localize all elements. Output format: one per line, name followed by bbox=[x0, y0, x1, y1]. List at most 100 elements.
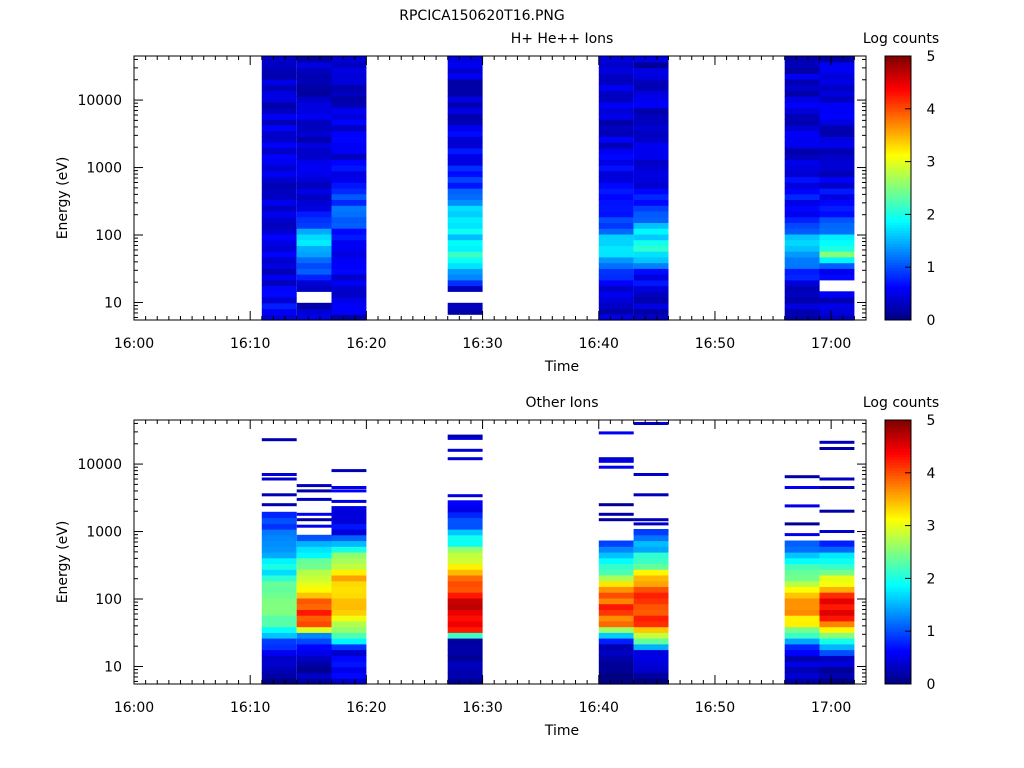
spectrogram-bin bbox=[819, 440, 855, 444]
spectrogram-bin bbox=[261, 159, 297, 166]
spectrogram-bin bbox=[261, 678, 297, 685]
spectrogram-bin bbox=[331, 205, 367, 212]
spectrogram-bin bbox=[633, 67, 669, 74]
spectrogram-bin bbox=[331, 130, 367, 137]
spectrogram-bin bbox=[784, 101, 820, 109]
spectrogram-bin bbox=[598, 182, 634, 189]
colorbar-swatch bbox=[885, 137, 911, 141]
colorbar-swatch bbox=[885, 230, 911, 234]
colorbar-swatch bbox=[885, 427, 911, 432]
colorbar-swatch bbox=[885, 92, 911, 97]
colorbar-swatch bbox=[885, 538, 911, 542]
spectrogram-bin bbox=[331, 107, 367, 114]
spectrogram-bin bbox=[331, 79, 367, 86]
spectrogram-bin bbox=[633, 153, 669, 160]
spectrogram-bin bbox=[296, 484, 332, 488]
spectrogram-bin bbox=[819, 626, 855, 633]
spectrogram-bin bbox=[331, 256, 367, 264]
colorbar-swatch bbox=[885, 507, 911, 511]
colorbar-swatch bbox=[885, 528, 911, 532]
colorbar-swatch bbox=[885, 623, 911, 627]
spectrogram-bin bbox=[296, 649, 332, 656]
colorbar-swatch bbox=[885, 612, 911, 616]
spectrogram-bin bbox=[819, 245, 855, 252]
spectrogram-bin bbox=[784, 170, 820, 178]
colorbar-swatch bbox=[885, 224, 911, 229]
spectrogram-bin bbox=[261, 268, 297, 275]
spectrogram-bin bbox=[447, 546, 483, 553]
spectrogram-bin bbox=[598, 512, 634, 516]
colorbar-swatch bbox=[885, 69, 911, 73]
spectrogram-bin bbox=[784, 575, 820, 582]
spectrogram-bin bbox=[819, 61, 855, 68]
spectrogram-bin bbox=[598, 73, 634, 80]
spectrogram-bin bbox=[296, 575, 332, 582]
spectrogram-column bbox=[598, 431, 634, 685]
spectrogram-bin bbox=[296, 603, 332, 610]
x-tick-label: 16:30 bbox=[462, 336, 502, 352]
spectrogram-bin bbox=[331, 233, 367, 241]
spectrogram-bin bbox=[598, 228, 634, 235]
x-axis-label: Time bbox=[544, 359, 579, 375]
spectrogram-column bbox=[633, 422, 669, 685]
spectrogram-bin bbox=[633, 643, 669, 651]
colorbar-swatch bbox=[885, 283, 911, 287]
colorbar-frame bbox=[884, 55, 912, 321]
spectrogram-bin bbox=[598, 431, 634, 435]
spectrogram-bin bbox=[296, 661, 332, 668]
spectrogram-bin bbox=[784, 586, 820, 593]
colorbar-swatch bbox=[885, 119, 911, 123]
spectrogram-bin bbox=[261, 199, 297, 206]
spectrogram-bin bbox=[296, 136, 332, 143]
spectrogram-bin bbox=[331, 268, 367, 275]
colorbar-swatch bbox=[885, 573, 911, 577]
spectrogram-bin bbox=[261, 222, 297, 229]
colorbar-swatch bbox=[885, 188, 911, 192]
spectrogram-bin bbox=[296, 73, 332, 80]
spectrogram-bin bbox=[296, 216, 332, 223]
spectrogram-bin bbox=[598, 170, 634, 178]
spectrogram-bin bbox=[296, 262, 332, 269]
colorbar-swatch bbox=[885, 267, 911, 271]
spectrogram-bin bbox=[784, 678, 820, 685]
spectrogram-bin bbox=[296, 308, 332, 315]
colorbar-swatch bbox=[885, 509, 911, 513]
spectrogram-bin bbox=[261, 438, 297, 442]
spectrogram-bin bbox=[296, 199, 332, 206]
spectrogram-bin bbox=[261, 655, 297, 662]
spectrogram-bin bbox=[598, 649, 634, 656]
spectrogram-bin bbox=[447, 302, 483, 310]
colorbar-swatch bbox=[885, 195, 911, 200]
spectrogram-bin bbox=[784, 569, 820, 576]
spectrogram-bin bbox=[819, 211, 855, 218]
spectrogram-bin bbox=[633, 205, 669, 212]
spectrogram-bin bbox=[331, 222, 367, 229]
colorbar-swatch bbox=[885, 100, 911, 105]
colorbar-swatch bbox=[885, 472, 911, 476]
colorbar-swatch bbox=[885, 269, 911, 273]
colorbar-tick-label: 4 bbox=[927, 102, 936, 118]
colorbar-swatch bbox=[885, 470, 911, 474]
spectrogram-bin bbox=[331, 308, 367, 315]
colorbar-swatch bbox=[885, 681, 911, 685]
colorbar-swatch bbox=[885, 657, 911, 661]
y-tick-label: 100 bbox=[95, 592, 122, 608]
spectrogram-bin bbox=[633, 199, 669, 206]
spectrogram-bin bbox=[784, 603, 820, 610]
colorbar-swatch bbox=[885, 74, 911, 78]
spectrogram-bin bbox=[331, 603, 367, 610]
colorbar-swatch bbox=[885, 243, 911, 247]
colorbar-swatch bbox=[885, 272, 911, 276]
spectrogram-bin bbox=[784, 56, 820, 63]
spectrogram-bin bbox=[598, 314, 634, 321]
colorbar-swatch bbox=[885, 480, 911, 484]
spectrogram-bin bbox=[598, 597, 634, 605]
spectrogram-bin bbox=[447, 552, 483, 559]
spectrogram-bin bbox=[296, 586, 332, 593]
spectrogram-bin bbox=[633, 216, 669, 223]
spectrogram-bin bbox=[261, 523, 297, 530]
colorbar-swatch bbox=[885, 58, 911, 62]
spectrogram-bin bbox=[261, 136, 297, 143]
spectrogram-bin bbox=[598, 159, 634, 166]
spectrogram-bin bbox=[598, 142, 634, 149]
